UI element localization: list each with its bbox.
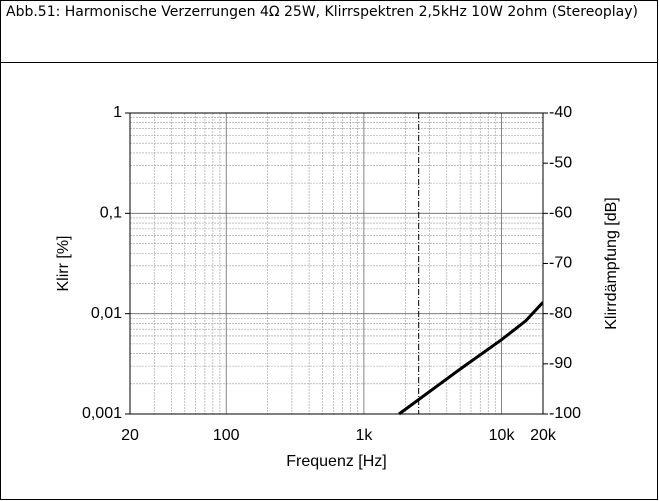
x-tick-label: 100 xyxy=(213,427,240,444)
y2-tick-label: -90 xyxy=(549,355,572,372)
y2-tick-label: -50 xyxy=(549,154,572,171)
y2-tick-label: -40 xyxy=(549,104,572,121)
y2-tick-label: -70 xyxy=(549,255,572,272)
x-tick-label: 10k xyxy=(489,427,516,444)
y-tick-label: 0,1 xyxy=(100,205,122,222)
y2-tick-label: -60 xyxy=(549,205,572,222)
x-tick-label: 20k xyxy=(530,427,557,444)
y2-tick-label: -100 xyxy=(549,405,581,422)
y-tick-label: 1 xyxy=(113,104,122,121)
x-tick-label: 1k xyxy=(355,427,373,444)
plot-frame xyxy=(129,112,544,415)
y-axis-label: Klirr [%] xyxy=(55,236,72,292)
y-tick-label: 0,001 xyxy=(82,405,122,422)
y-tick-label: 0,01 xyxy=(91,305,122,322)
y2-tick-label: -80 xyxy=(549,305,572,322)
x-tick-label: 20 xyxy=(121,427,139,444)
caption: Abb.51: Harmonische Verzerrungen 4Ω 25W,… xyxy=(6,4,638,20)
x-axis-label: Frequenz [Hz] xyxy=(286,453,386,470)
y2-axis-label: Klirrdämpfung [dB] xyxy=(603,197,620,330)
series-line xyxy=(398,301,543,416)
